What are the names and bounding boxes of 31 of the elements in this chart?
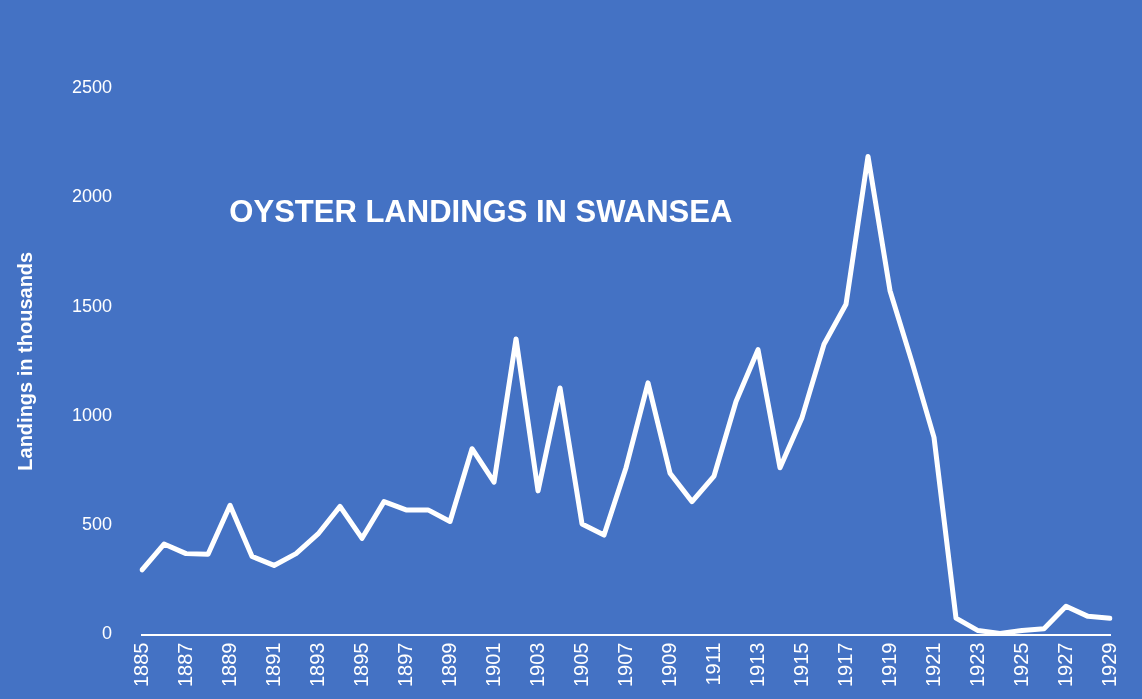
y-tick-label: 1500 <box>72 295 113 316</box>
x-tick-label: 1911 <box>701 642 724 686</box>
x-tick-label: 1899 <box>437 642 460 688</box>
text: OYSTER LANDINGS IN SWANSEA <box>229 194 733 230</box>
y-tick-label: 0 <box>102 623 113 644</box>
x-tick-label: 1895 <box>349 642 372 688</box>
y-axis-title: Landings in thousands <box>13 251 36 471</box>
x-tick-label: 1889 <box>217 642 240 688</box>
x-tick-label: 1907 <box>613 642 636 688</box>
x-tick-label: 1921 <box>921 642 944 688</box>
x-tick-label: 1913 <box>745 642 768 688</box>
x-tick-label: 1927 <box>1053 642 1076 688</box>
x-tick-label: 1887 <box>173 642 196 688</box>
y-tick-label: 2000 <box>72 186 113 207</box>
y-tick-label: 500 <box>82 514 113 535</box>
x-tick-label: 1901 <box>481 642 504 688</box>
x-tick-label: 1925 <box>1009 642 1032 688</box>
x-tick-label: 1905 <box>569 642 592 688</box>
x-tick-label: 1915 <box>789 642 812 688</box>
x-tick-label: 1917 <box>833 642 856 688</box>
x-tick-label: 1903 <box>525 642 548 688</box>
y-tick-label: 2500 <box>72 76 113 97</box>
x-tick-label: 1923 <box>965 642 988 688</box>
x-tick-label: 1893 <box>305 642 328 688</box>
x-tick-label: 1909 <box>657 642 680 688</box>
x-tick-label: 1885 <box>129 642 152 688</box>
x-tick-label: 1891 <box>261 642 284 688</box>
x-tick-label: 1929 <box>1097 642 1120 688</box>
y-tick-label: 1000 <box>72 404 113 425</box>
x-tick-label: 1919 <box>877 642 900 688</box>
x-tick-label: 1897 <box>393 642 416 688</box>
